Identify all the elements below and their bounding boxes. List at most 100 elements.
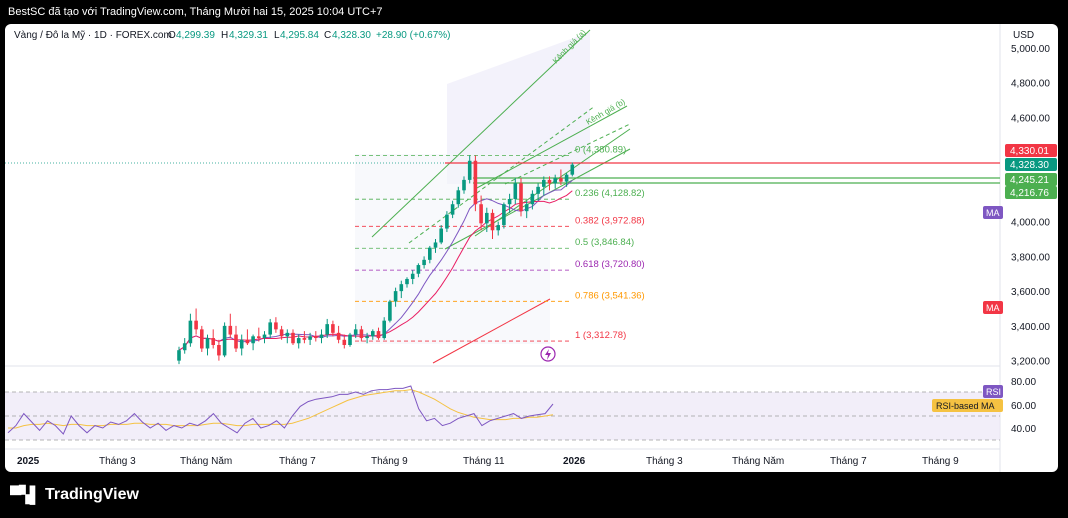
candle-body xyxy=(536,186,540,194)
candle-body xyxy=(211,338,215,345)
time-tick: Tháng 9 xyxy=(922,456,959,467)
candle-body xyxy=(393,291,398,302)
candle-body xyxy=(456,190,461,205)
candle-body xyxy=(496,225,500,231)
candle-body xyxy=(513,183,518,200)
candle-body xyxy=(228,325,233,335)
candle-body xyxy=(416,265,421,274)
time-tick: Tháng 3 xyxy=(646,456,683,467)
ma-line-purple xyxy=(178,180,573,351)
time-axis[interactable]: 2025 Tháng 3 Tháng Năm Tháng 7 Tháng 9 Tháng … xyxy=(17,456,959,467)
candle-body xyxy=(519,183,523,212)
candle-body xyxy=(479,204,483,224)
high-value: 4,329.31 xyxy=(229,30,268,41)
high-label: H xyxy=(221,30,228,41)
candle-body xyxy=(485,212,489,224)
candle-body xyxy=(342,339,347,345)
candle-body xyxy=(450,204,455,215)
candle-body xyxy=(428,247,432,260)
price-tick: 3,800.00 xyxy=(1011,252,1050,263)
time-tick: Tháng Năm xyxy=(180,456,232,467)
ma-line-red xyxy=(178,190,573,351)
candle-body xyxy=(553,178,557,184)
candle-body xyxy=(319,334,324,339)
low-value: 4,295.84 xyxy=(280,30,319,41)
time-tick: 2026 xyxy=(563,456,586,467)
candle-body xyxy=(559,178,563,182)
candle-body xyxy=(205,338,210,349)
candle-body xyxy=(388,301,392,321)
candle-body xyxy=(262,334,267,339)
symbol-name: Vàng / Đô la Mỹ · 1D · FOREX.com xyxy=(14,30,172,41)
price-tick: 3,600.00 xyxy=(1011,287,1050,298)
lightning-icon[interactable] xyxy=(540,346,556,362)
price-badge-label: 4,330.01 xyxy=(1010,146,1049,157)
chart-card: Vàng / Đô la Mỹ · 1D · FOREX.com O 4,299… xyxy=(5,24,1058,472)
trend-line[interactable] xyxy=(432,298,551,364)
rsi-tick: 80.00 xyxy=(1011,377,1036,388)
time-tick: Tháng 7 xyxy=(830,456,867,467)
price-badge xyxy=(1005,144,1057,157)
ma-badge[interactable] xyxy=(983,206,1003,219)
price-tick: 3,200.00 xyxy=(1011,357,1050,368)
low-label: L xyxy=(274,30,280,41)
candle-body xyxy=(445,214,449,229)
price-tick: 4,800.00 xyxy=(1011,79,1050,90)
candle-body xyxy=(331,324,335,333)
candle-body xyxy=(302,338,307,340)
rsi-line xyxy=(7,385,554,435)
price-badge-label: 4,216.76 xyxy=(1010,188,1049,199)
fib-level-label: 0.5 (3,846.84) xyxy=(575,237,634,248)
moving-averages xyxy=(178,180,573,351)
time-tick: 2025 xyxy=(17,456,40,467)
price-tick: 4,000.00 xyxy=(1011,218,1050,229)
candle-body xyxy=(473,160,478,205)
price-tick: 4,600.00 xyxy=(1011,113,1050,124)
candle-body xyxy=(490,212,495,231)
open-label: O xyxy=(168,30,176,41)
candle-body xyxy=(462,179,466,191)
price-chart[interactable]: Vàng / Đô la Mỹ · 1D · FOREX.com O 4,299… xyxy=(5,24,1058,472)
window-title: BestSC đã tạo với TradingView.com, Tháng… xyxy=(8,6,383,18)
candle-body xyxy=(564,174,569,182)
candle-body xyxy=(336,332,341,340)
brand-name: TradingView xyxy=(44,486,139,503)
candle-body xyxy=(399,284,404,292)
fib-level-label: 0 (4,380.89) xyxy=(575,144,626,155)
rsi-badge[interactable] xyxy=(983,385,1003,398)
candle-body xyxy=(239,339,244,349)
channel-a-upper[interactable] xyxy=(371,29,591,238)
rsi-tick: 40.00 xyxy=(1011,424,1036,435)
fib-retracement[interactable]: 0 (4,380.89) 0.236 (4,128.82) 0.382 (3,972… xyxy=(355,144,645,342)
candle-body xyxy=(314,336,318,339)
price-badge xyxy=(1005,173,1057,186)
candle-body xyxy=(308,336,312,340)
candle-body xyxy=(376,331,381,339)
ma-badge[interactable] xyxy=(983,301,1003,314)
candle-body xyxy=(524,204,529,212)
fib-level-label: 1 (3,312.78) xyxy=(575,330,626,341)
channel-b-upper[interactable] xyxy=(474,105,628,190)
price-axis[interactable]: 5,000.00 4,800.00 4,600.00 4,000.00 3,800.00… xyxy=(1011,44,1050,368)
close-label: C xyxy=(324,30,331,41)
channel-b-label: Kênh giá (b) xyxy=(585,97,628,127)
candle-body xyxy=(365,336,369,339)
open-value: 4,299.39 xyxy=(176,30,215,41)
candle-body xyxy=(251,336,255,344)
time-tick: Tháng 11 xyxy=(463,456,505,467)
price-tick: 3,400.00 xyxy=(1011,322,1050,333)
candle-body xyxy=(433,242,438,248)
candle-body xyxy=(274,322,278,330)
fib-level-label: 0.236 (4,128.82) xyxy=(575,188,645,199)
time-tick: Tháng 9 xyxy=(371,456,408,467)
candle-body xyxy=(296,338,301,344)
rsi-ma-badge-label: RSI-based MA xyxy=(936,401,995,411)
rsi-tick: 60.00 xyxy=(1011,401,1036,412)
candle-body xyxy=(348,334,352,345)
candle-body xyxy=(570,164,575,175)
rsi-ma-badge[interactable] xyxy=(932,399,1003,412)
candle-body xyxy=(439,228,443,243)
candle-body xyxy=(405,278,409,285)
fib-level-label: 0.382 (3,972.88) xyxy=(575,215,645,226)
ma-badge-label: MA xyxy=(986,208,1000,218)
